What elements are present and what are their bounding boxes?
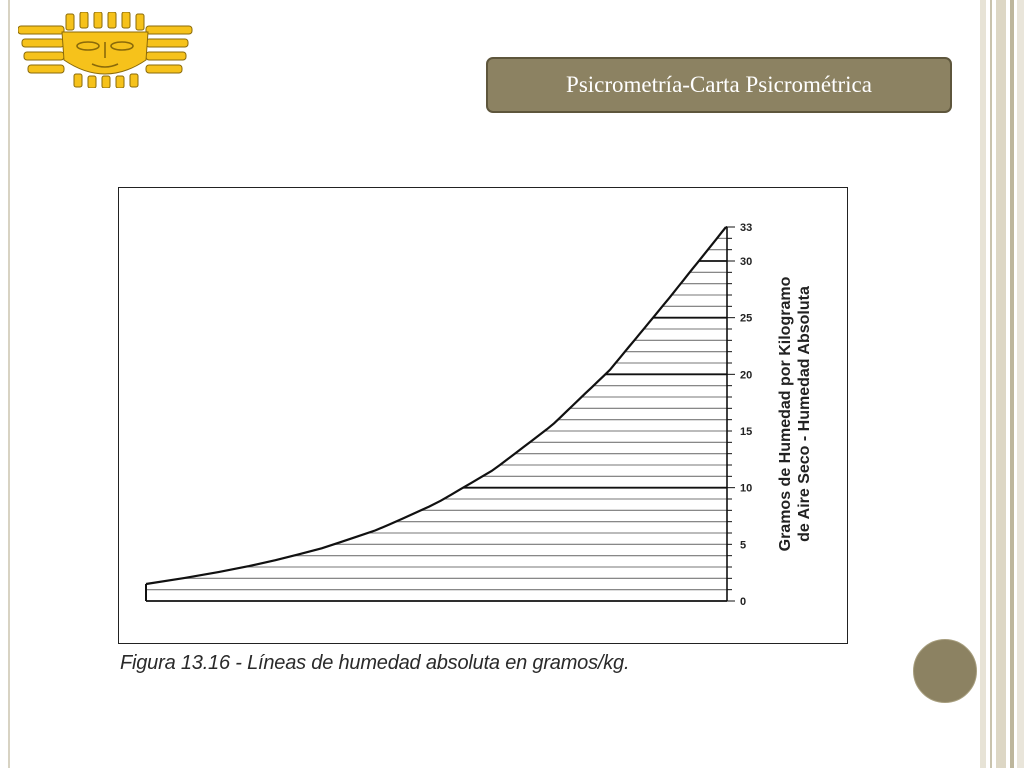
humidity-chart: 0 5 10 15 20 25 30 33 Gramos de Humedad por Kilo…: [145, 222, 813, 608]
slide-title: Psicrometría-Carta Psicrométrica: [486, 57, 952, 113]
tick-label-15: 15: [740, 426, 752, 438]
tick-label-10: 10: [740, 483, 752, 495]
saturation-curve: [145, 226, 727, 586]
tick-label-33: 33: [740, 222, 752, 234]
right-decorative-bars: [978, 0, 1024, 768]
tick-label-30: 30: [740, 256, 752, 268]
left-border-rule: [8, 0, 10, 768]
y-axis-label-line-2: de Aire Seco - Humedad Absoluta: [796, 286, 813, 542]
tick-label-0: 0: [740, 596, 746, 608]
circle-button[interactable]: [913, 639, 977, 703]
y-axis-label-line-1: Gramos de Humedad por Kilogramo: [777, 276, 794, 551]
tick-label-20: 20: [740, 369, 752, 381]
figure-caption: Figura 13.16 - Líneas de humedad absolut…: [120, 652, 630, 674]
tick-label-25: 25: [740, 313, 752, 325]
y-axis-label: Gramos de Humedad por Kilogramo de Aire S…: [777, 276, 813, 551]
sun-face-icon: [18, 12, 193, 88]
sun-face-features: [76, 41, 134, 68]
tick-label-5: 5: [740, 539, 746, 551]
